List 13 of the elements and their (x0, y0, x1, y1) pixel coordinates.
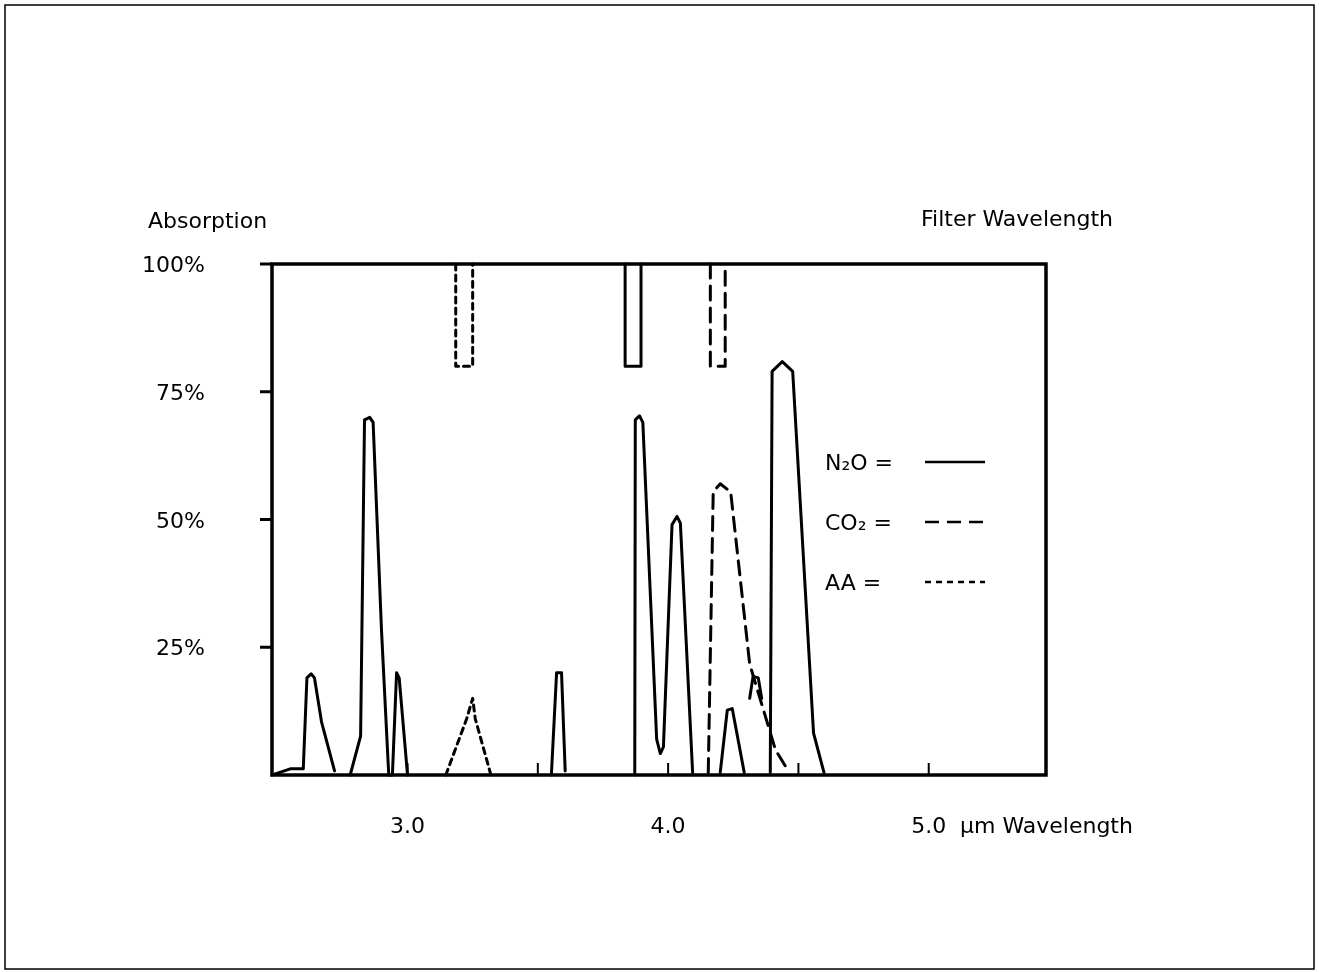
legend-label: AA = (825, 570, 882, 595)
legend-label: CO₂ = (825, 510, 892, 535)
x-tick-label: 5.0 (911, 813, 947, 838)
y-axis-title: Absorption (148, 208, 268, 233)
x-axis-title: µm Wavelength (960, 813, 1133, 838)
y-tick-label: 50% (156, 507, 205, 533)
text: Filter Wavelength (921, 206, 1113, 231)
x-tick-label: 3.0 (390, 813, 426, 838)
legend-label: N₂O = (825, 450, 894, 475)
y-tick-label: 100% (142, 252, 205, 277)
y-tick-label: 25% (156, 635, 205, 661)
y-tick-label: 75% (156, 379, 205, 405)
x-tick-label: 4.0 (650, 813, 686, 838)
